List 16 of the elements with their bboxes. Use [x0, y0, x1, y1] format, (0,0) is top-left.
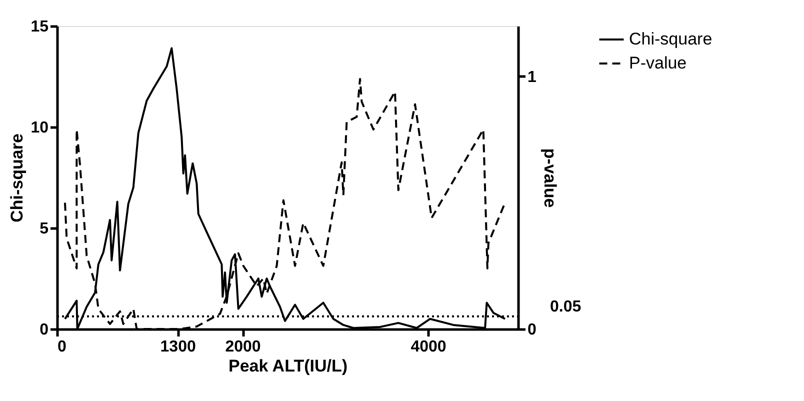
y2-axis-title: p-value	[540, 148, 560, 208]
y-tick-label: 5	[40, 220, 49, 238]
x-tick-label: 1300	[160, 338, 196, 356]
y-tick-label: 10	[30, 120, 49, 136]
x-tick-label: 4000	[410, 338, 446, 356]
y-tick-label: 0	[40, 322, 49, 338]
x-tick-label: 0	[58, 338, 66, 356]
legend-label: P-value	[629, 54, 687, 72]
y2-tick-label: 0	[528, 322, 536, 338]
legend-label: Chi-square	[629, 30, 712, 48]
y2-tick-label: 1	[528, 69, 536, 86]
x-tick-label: 2000	[225, 338, 261, 356]
x-axis-title: Peak ALT(IU/L)	[228, 356, 348, 376]
y-axis-title: Chi-square	[8, 134, 27, 222]
ref-line-label: 0.05	[550, 298, 582, 316]
y-tick-label: 15	[30, 18, 49, 36]
